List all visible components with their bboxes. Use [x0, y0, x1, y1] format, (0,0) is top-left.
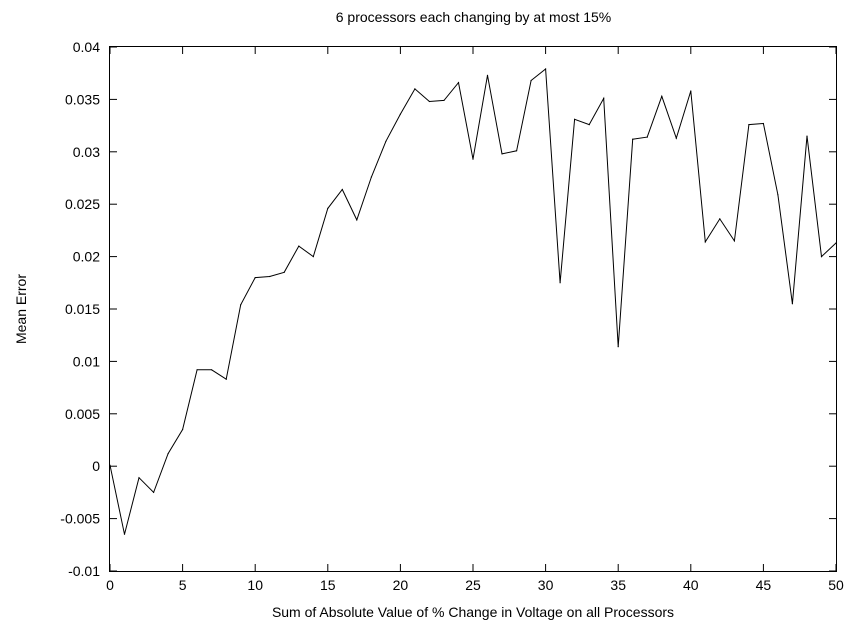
y-tick-label: 0.015 [65, 301, 100, 317]
data-point [661, 95, 663, 97]
data-point [516, 150, 518, 152]
data-point [690, 90, 692, 92]
data-point [574, 118, 576, 120]
x-tick-label: 20 [393, 577, 409, 593]
data-point [791, 303, 794, 305]
data-point [254, 277, 256, 279]
data-point [153, 491, 155, 493]
data-point [123, 533, 126, 535]
data-point [646, 136, 648, 138]
data-point [603, 97, 605, 99]
x-tick-label: 40 [683, 577, 699, 593]
data-point [167, 453, 169, 455]
y-tick-label: 0.04 [73, 39, 100, 55]
data-point [501, 153, 503, 155]
data-point [283, 271, 285, 273]
data-point [588, 124, 590, 126]
data-point [559, 282, 561, 284]
data-point [457, 82, 460, 84]
data-point [269, 275, 271, 278]
data-point [443, 99, 445, 101]
data-point [748, 124, 750, 126]
y-tick-label: 0.005 [65, 406, 100, 422]
x-tick-label: 5 [179, 577, 187, 593]
data-point [762, 122, 765, 125]
y-tick-label: 0.01 [73, 353, 100, 369]
x-tick-label: 50 [828, 577, 844, 593]
data-point [545, 68, 547, 70]
data-point [196, 369, 198, 371]
data-point [486, 74, 489, 76]
y-tick-label: 0.03 [73, 144, 100, 160]
data-point [370, 176, 372, 178]
data-point [675, 137, 677, 139]
x-tick-label: 10 [247, 577, 263, 593]
x-tick-label: 15 [320, 577, 336, 593]
plot-area-frame [109, 46, 837, 572]
y-axis-ticks: -0.01 -0.005 0 0.005 0.01 0.015 0.02 0.025 0.03 0… [60, 39, 836, 579]
data-point [704, 241, 706, 243]
data-point [312, 256, 314, 258]
data-point [530, 79, 532, 82]
data-point [632, 138, 634, 140]
data-point [835, 242, 837, 244]
chart-title: 6 processors each changing by at most 15… [336, 9, 612, 25]
data-point [777, 194, 779, 196]
y-tick-label: 0 [92, 458, 100, 474]
data-point [399, 113, 401, 115]
x-tick-label: 30 [538, 577, 554, 593]
x-tick-label: 0 [106, 577, 114, 593]
y-tick-label: -0.005 [60, 511, 100, 527]
data-point [298, 245, 300, 247]
x-tick-label: 25 [465, 577, 481, 593]
data-point [327, 207, 329, 209]
data-point [341, 188, 343, 191]
data-point [138, 477, 140, 479]
x-tick-label: 45 [756, 577, 772, 593]
x-tick-label: 35 [610, 577, 626, 593]
data-point [225, 378, 227, 380]
data-point [182, 428, 184, 431]
data-point [806, 135, 808, 137]
y-tick-label: 0.025 [65, 196, 100, 212]
y-tick-label: 0.02 [73, 249, 100, 265]
mean-error-series-points [109, 68, 837, 535]
data-point [719, 218, 721, 220]
data-point [820, 256, 823, 258]
data-point [211, 369, 213, 371]
y-tick-label: 0.035 [65, 91, 100, 107]
data-point [617, 346, 619, 348]
y-axis-label: Mean Error [13, 274, 29, 344]
data-point [428, 100, 430, 103]
x-axis-ticks: 0 5 10 15 20 25 30 35 40 45 50 [106, 47, 844, 593]
data-point [240, 304, 242, 306]
x-axis-label: Sum of Absolute Value of % Change in Vol… [272, 604, 674, 620]
data-point [385, 140, 387, 142]
data-point [472, 158, 474, 160]
data-point [733, 240, 736, 242]
mean-error-series-line [109, 68, 837, 535]
data-point [356, 219, 358, 221]
data-point [414, 88, 416, 90]
data-point [109, 464, 111, 466]
y-tick-label: -0.01 [68, 563, 100, 579]
